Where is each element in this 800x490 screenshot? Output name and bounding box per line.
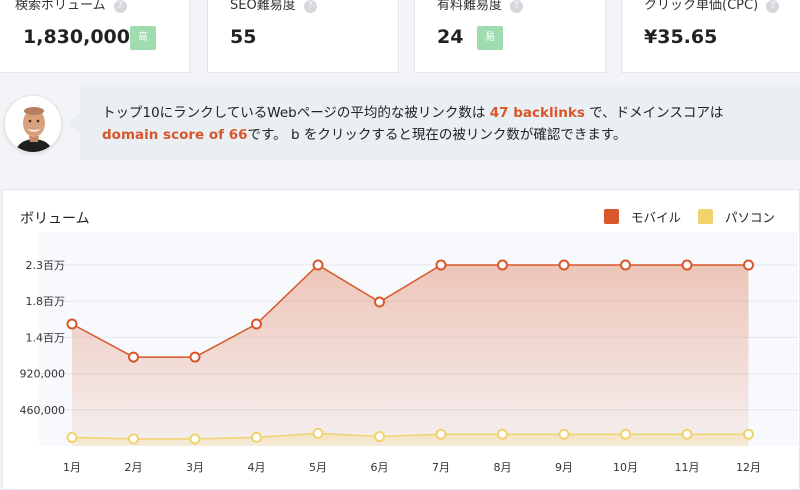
help-icon[interactable]: ? xyxy=(510,0,524,13)
data-point-desktop xyxy=(743,428,754,440)
metric-value: 55 xyxy=(230,26,257,48)
legend-item-desktop[interactable]: パソコン xyxy=(698,207,775,226)
legend-label: モバイル xyxy=(631,210,682,225)
x-tick-label: 10月 xyxy=(613,461,638,474)
series-line-mobile xyxy=(71,264,749,358)
legend-label: パソコン xyxy=(725,210,776,225)
metric-card-seo-difficulty: SEO難易度? 55 xyxy=(207,0,399,73)
data-point-mobile xyxy=(189,351,201,363)
metric-label: 検索ボリューム? xyxy=(15,0,127,13)
data-point-desktop xyxy=(620,428,631,440)
data-point-mobile xyxy=(620,259,631,271)
metric-value: 1,830,000 xyxy=(23,26,130,48)
series-area-mobile xyxy=(72,265,749,446)
data-point-desktop xyxy=(128,433,139,445)
data-point-desktop xyxy=(435,428,447,440)
x-tick-label: 3月 xyxy=(186,461,204,474)
help-icon[interactable]: ? xyxy=(303,0,317,13)
data-point-mobile xyxy=(681,259,693,271)
metric-label: クリック単価(CPC)? xyxy=(644,0,780,13)
tip-bubble: トップ10にランクしているWebページの平均的な被リンク数は 47 backli… xyxy=(68,85,800,160)
data-point-desktop xyxy=(251,431,262,443)
help-icon[interactable]: ? xyxy=(113,0,127,13)
y-tick-label: 2.3百万 xyxy=(26,259,66,272)
metric-value: ¥35.65 xyxy=(644,26,718,48)
avatar-portrait xyxy=(5,96,61,152)
data-point-desktop xyxy=(681,428,693,440)
data-point-mobile xyxy=(251,318,262,330)
data-point-desktop xyxy=(558,428,570,440)
x-tick-label: 6月 xyxy=(371,461,389,474)
data-point-mobile xyxy=(743,259,754,271)
backlink-tip: トップ10にランクしているWebページの平均的な被リンク数は 47 backli… xyxy=(0,83,800,163)
x-tick-label: 4月 xyxy=(248,461,266,474)
y-tick-label: 1.4百万 xyxy=(26,331,66,344)
volume-area-chart: 460,000 920,000 1.4百万 1.8百万 2.3百万 1月 2月 3月 4月 5月 6… xyxy=(20,232,798,474)
backlinks-count[interactable]: 47 backlinks xyxy=(489,105,585,121)
x-tick-label: 7月 xyxy=(432,461,450,474)
y-tick-label: 460,000 xyxy=(20,404,66,417)
data-point-mobile xyxy=(497,259,508,271)
series-area-desktop xyxy=(72,433,749,446)
legend-item-mobile[interactable]: モバイル xyxy=(604,207,681,226)
data-point-mobile xyxy=(66,318,78,330)
difficulty-badge: 高 xyxy=(130,26,156,50)
y-tick-label: 920,000 xyxy=(20,368,66,381)
x-tick-label: 5月 xyxy=(309,461,327,474)
metric-card-cpc: クリック単価(CPC)? ¥35.65 xyxy=(621,0,800,73)
data-point-mobile xyxy=(128,351,139,363)
data-point-desktop xyxy=(66,431,78,443)
legend-swatch-desktop xyxy=(698,209,713,224)
data-point-desktop xyxy=(497,428,508,440)
data-point-mobile xyxy=(312,259,324,271)
data-point-desktop xyxy=(374,431,385,443)
domain-score[interactable]: domain score of 66 xyxy=(102,127,248,143)
metric-card-paid-difficulty: 有料難易度? 24 易 xyxy=(414,0,606,73)
volume-chart-panel: ボリューム モバイル パソコン 460,000 920,000 1.4百万 1.8百万… xyxy=(2,189,800,490)
data-point-desktop xyxy=(189,433,201,445)
data-point-mobile xyxy=(435,259,447,271)
series-line-desktop xyxy=(71,432,749,440)
metric-label: 有料難易度? xyxy=(437,0,524,13)
data-point-desktop xyxy=(312,427,324,439)
data-point-mobile xyxy=(374,296,385,308)
metric-label: SEO難易度? xyxy=(230,0,317,13)
y-tick-label: 1.8百万 xyxy=(26,295,66,308)
avatar xyxy=(4,95,62,153)
x-tick-label: 11月 xyxy=(675,461,700,474)
data-point-mobile xyxy=(558,259,570,271)
metric-value: 24 xyxy=(437,26,464,48)
help-icon[interactable]: ? xyxy=(766,0,780,13)
legend-swatch-mobile xyxy=(604,209,619,224)
metric-card-search-volume: 検索ボリューム? 1,830,000 高 xyxy=(0,0,190,73)
tip-text: トップ10にランクしているWebページの平均的な被リンク数は 47 backli… xyxy=(102,105,724,143)
x-tick-label: 2月 xyxy=(125,461,143,474)
chart-title: ボリューム xyxy=(20,211,90,227)
x-tick-label: 8月 xyxy=(494,461,512,474)
x-tick-label: 9月 xyxy=(555,461,573,474)
x-tick-label: 1月 xyxy=(63,461,81,474)
difficulty-badge: 易 xyxy=(477,26,503,50)
x-tick-label: 12月 xyxy=(736,461,761,474)
